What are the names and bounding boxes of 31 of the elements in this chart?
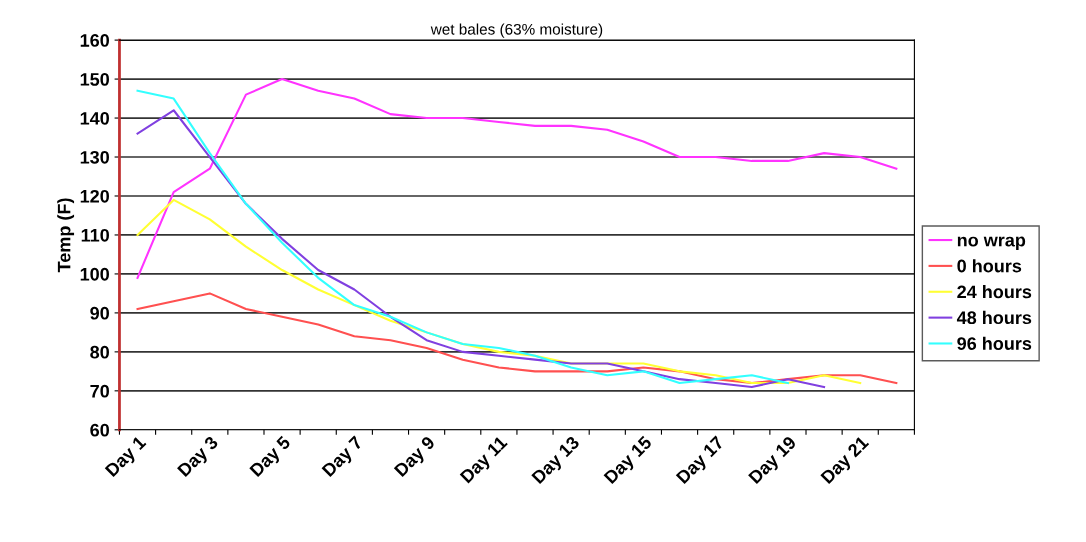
legend-label: 96 hours: [957, 336, 1032, 350]
chart-title: wet bales (63% moisture): [430, 23, 603, 38]
x-tick-label: Day 9: [393, 435, 439, 480]
line-series: [136, 292, 898, 385]
y-tick-label: 70: [90, 384, 109, 398]
y-tick-label: 110: [81, 228, 109, 242]
y-tick-label: 150: [80, 73, 109, 86]
legend-label: 48 hours: [956, 310, 1032, 325]
y-tick-label: 100: [80, 267, 109, 281]
line-series: [136, 78, 898, 279]
x-tick-label: Day 7: [321, 435, 366, 480]
x-tick-label: Day 15: [603, 435, 655, 487]
x-tick-label: Day 3: [176, 435, 222, 480]
y-tick-label: 60: [90, 423, 109, 437]
line-series: [136, 198, 862, 385]
y-axis-title: Temp (F): [57, 198, 75, 273]
x-tick-label: Day 11: [459, 435, 511, 487]
x-tick-label: Day 21: [820, 435, 872, 487]
y-tick-label: 80: [90, 345, 109, 359]
y-tick-label: 140: [80, 111, 109, 125]
legend-label: 0 hours: [957, 259, 1022, 273]
x-tick-label: Day 5: [249, 435, 294, 480]
y-tick-label: 90: [90, 306, 109, 320]
legend-label: 24 hours: [957, 285, 1032, 299]
x-tick-label: Day 13: [531, 435, 583, 487]
y-tick-label: 130: [80, 150, 109, 164]
x-tick-label: Day 19: [747, 435, 800, 487]
y-tick-label: 160: [80, 34, 109, 47]
x-tick-label: Day 17: [675, 435, 728, 487]
y-tick-label: 120: [80, 189, 109, 203]
legend-label: no wrap: [957, 236, 1026, 251]
